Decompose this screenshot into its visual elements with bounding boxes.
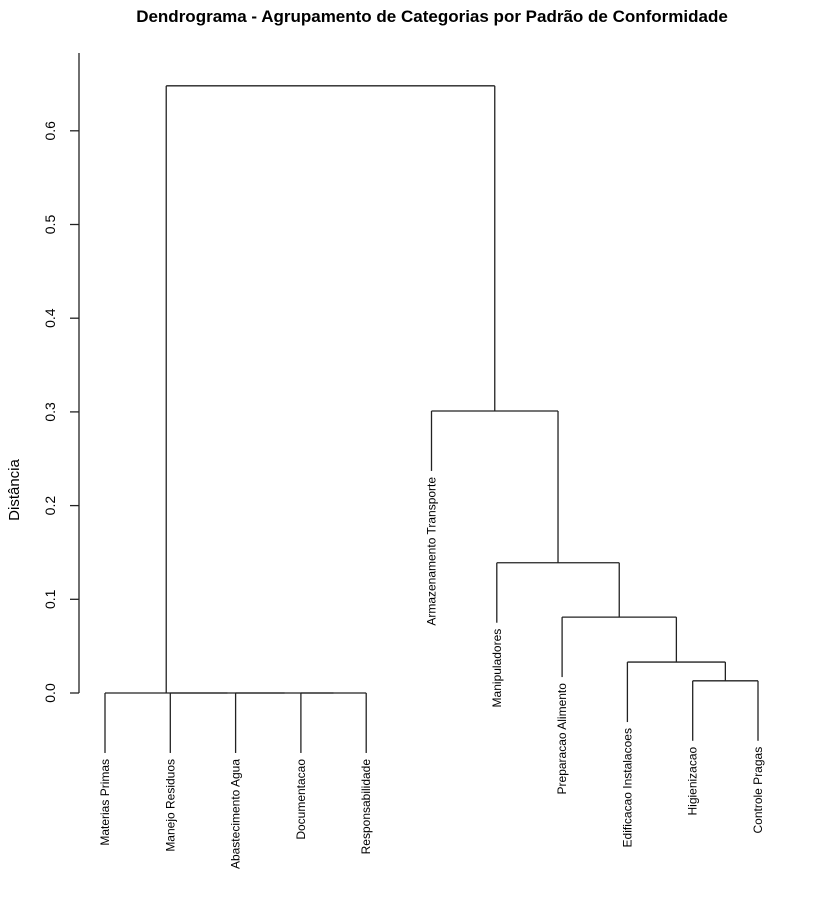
dendrogram-branches — [104, 85, 759, 753]
y-tick-label: 0.6 — [42, 121, 58, 141]
chart-title: Dendrograma - Agrupamento de Categorias … — [136, 7, 728, 26]
leaf-label: Preparacao Alimento — [555, 683, 569, 795]
leaf-label: Responsabilidade — [359, 759, 373, 855]
leaf-label: Higienizacao — [686, 746, 700, 815]
y-tick-label: 0.0 — [42, 683, 58, 703]
y-tick-label: 0.3 — [42, 402, 58, 422]
leaf-label: Edificacao Instalacoes — [620, 728, 634, 847]
leaf-label: Documentacao — [294, 759, 308, 840]
y-axis-ticks: 0.0 0.1 0.2 0.3 0.4 0.5 0.6 — [42, 121, 79, 703]
leaf-labels: Documentacao Responsabilidade Abasteciment… — [98, 477, 765, 869]
leaf-label: Manipuladores — [490, 629, 504, 708]
y-tick-label: 0.5 — [42, 215, 58, 235]
leaf-label: Materias Primas — [98, 759, 112, 846]
leaf-label: Controle Pragas — [751, 747, 765, 834]
leaf-label: Abastecimento Agua — [229, 759, 243, 869]
y-tick-label: 0.2 — [42, 496, 58, 516]
leaf-label: Armazenamento Transporte — [425, 477, 439, 626]
y-tick-label: 0.1 — [42, 589, 58, 609]
y-tick-label: 0.4 — [42, 308, 58, 328]
y-axis-title: Distância — [6, 459, 23, 521]
leaf-label: Manejo Residuos — [163, 759, 177, 852]
